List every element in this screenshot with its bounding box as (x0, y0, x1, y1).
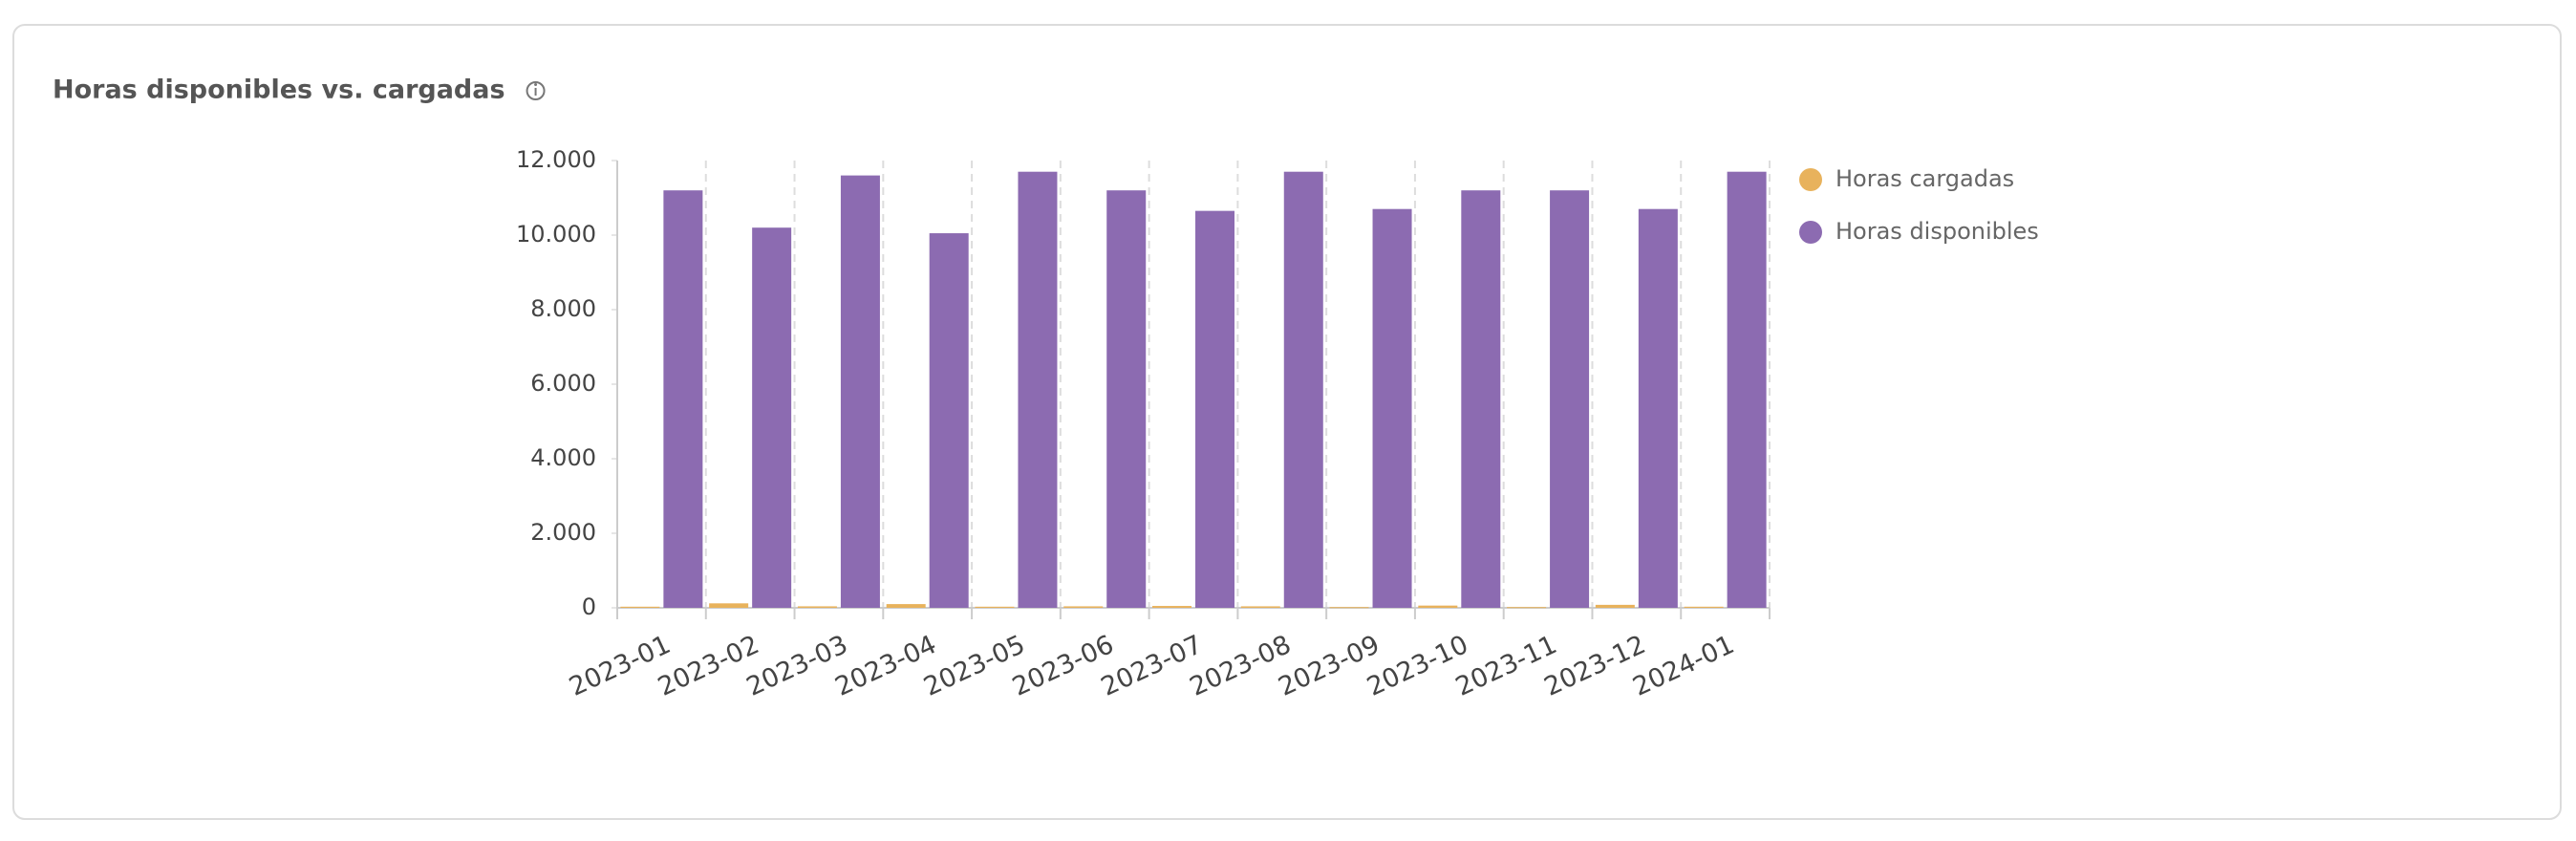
legend-marker (1799, 221, 1822, 244)
bar (929, 233, 969, 609)
bar (1461, 190, 1501, 608)
bar (1195, 210, 1234, 608)
y-tick-label: 0 (582, 593, 596, 620)
bar (1106, 190, 1147, 608)
bar (709, 603, 749, 608)
y-tick-label: 4.000 (530, 444, 596, 471)
bar (1283, 171, 1323, 608)
bar (1240, 606, 1280, 608)
y-tick-label: 10.000 (516, 221, 596, 248)
bar (1595, 604, 1635, 608)
bar (1727, 171, 1767, 608)
info-icon[interactable] (526, 81, 546, 100)
bar (1018, 171, 1058, 608)
bar (1063, 606, 1104, 608)
bar (797, 606, 837, 608)
y-tick-label: 12.000 (516, 146, 596, 173)
bar (663, 190, 703, 608)
y-tick-label: 8.000 (530, 295, 596, 322)
y-tick-label: 6.000 (530, 370, 596, 397)
bar (1638, 208, 1678, 608)
bar (620, 606, 660, 608)
bar (1329, 607, 1369, 609)
bar (1507, 607, 1547, 609)
bar (886, 604, 926, 608)
legend-label: Horas cargadas (1835, 165, 2014, 192)
bar (840, 175, 880, 608)
bar (1550, 190, 1590, 608)
bar (752, 227, 792, 608)
bar (1418, 605, 1458, 608)
y-tick-label: 2.000 (530, 519, 596, 546)
legend-marker (1799, 168, 1822, 191)
legend-label: Horas disponibles (1835, 218, 2039, 245)
bar (1684, 606, 1724, 608)
bar (1372, 208, 1412, 608)
bar (1152, 606, 1191, 608)
chart-title: Horas disponibles vs. cargadas (53, 75, 505, 105)
bar (975, 606, 1015, 608)
